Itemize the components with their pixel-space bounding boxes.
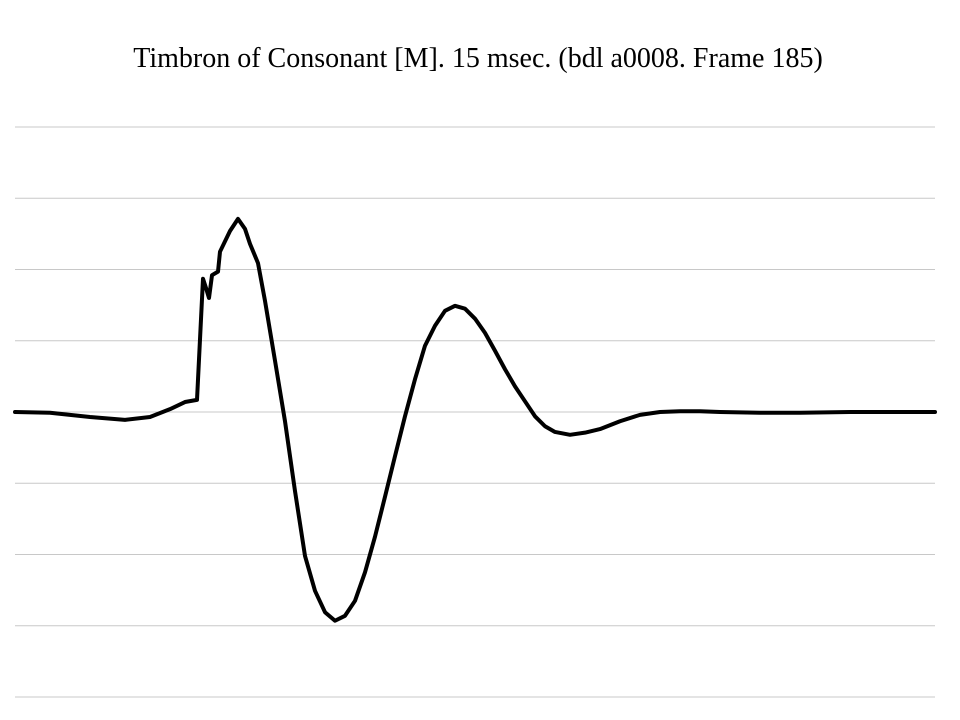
chart-title: Timbron of Consonant [M]. 15 msec. (bdl … [133, 43, 823, 74]
line [13, 216, 937, 623]
